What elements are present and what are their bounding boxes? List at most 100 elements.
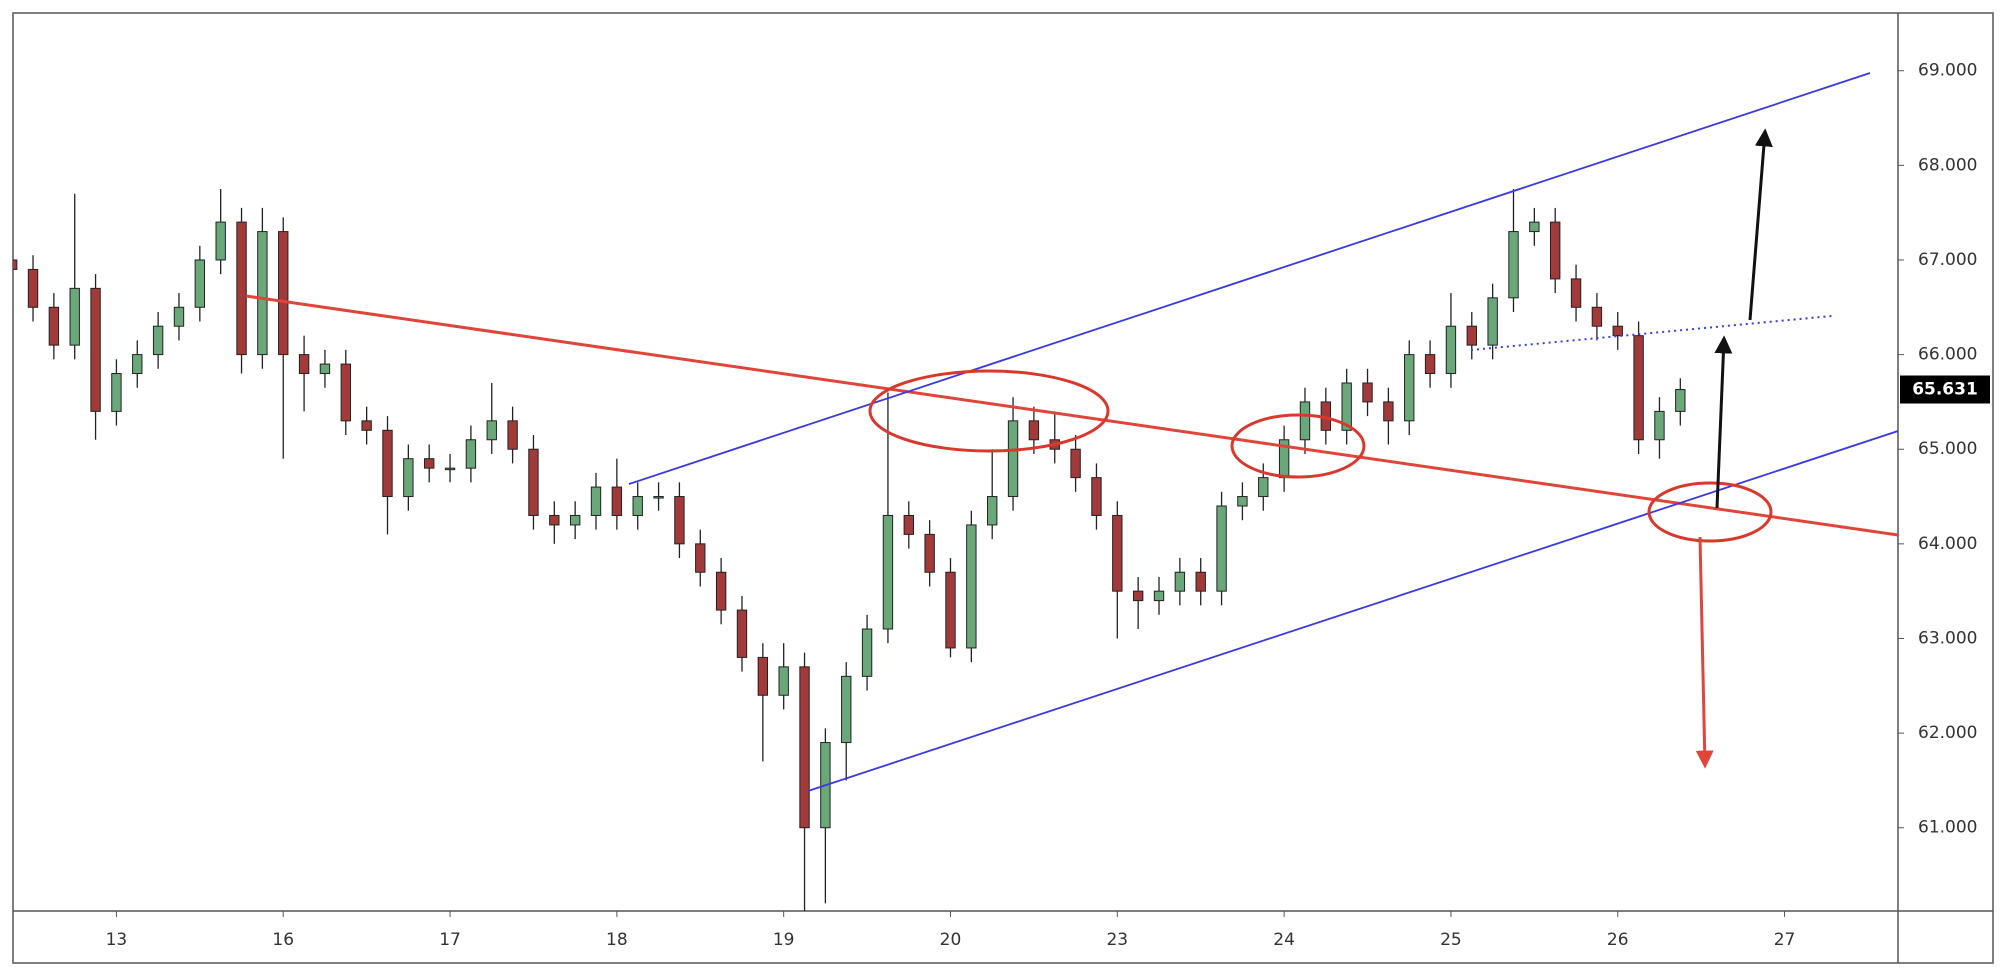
candle-body: [215, 221, 226, 261]
candle-body: [632, 496, 643, 516]
candle-body: [799, 666, 810, 829]
highlight-ellipse: [1230, 413, 1366, 479]
candle-body: [298, 354, 310, 375]
candle-body: [1487, 297, 1498, 346]
candle-body: [549, 514, 560, 526]
candle-body: [1654, 410, 1665, 441]
trendline-red: [245, 294, 1898, 537]
candle-body: [966, 524, 977, 649]
candle-body: [152, 325, 164, 356]
highlight-ellipse: [868, 369, 1110, 453]
x-tick-label: 18: [606, 930, 628, 950]
x-tick-label: 26: [1607, 930, 1629, 950]
candle-body: [1258, 477, 1269, 498]
annotations: [245, 72, 1898, 792]
x-tick-label: 23: [1106, 930, 1128, 950]
candle-body: [13, 259, 18, 270]
candle-body: [736, 609, 748, 658]
candle-body: [528, 448, 539, 516]
candle-body: [236, 221, 247, 356]
candle-body: [1341, 382, 1352, 431]
candle-body: [1612, 325, 1623, 337]
candle-body: [903, 514, 914, 535]
candle-body: [945, 571, 956, 649]
candle-body: [1466, 325, 1477, 346]
candle-body: [1445, 325, 1457, 375]
candle-body: [1508, 231, 1519, 299]
y-tick-label: 66.000: [1918, 345, 1977, 365]
candle-body: [1633, 335, 1644, 441]
last-price-box: [1900, 375, 1990, 404]
candle-body: [173, 306, 185, 327]
last-price-label: 65.631: [1912, 380, 1978, 400]
x-tick-label: 17: [439, 930, 461, 950]
candle-body: [1153, 590, 1165, 602]
candle-body: [278, 231, 289, 356]
candle-body: [319, 363, 331, 375]
candle-body: [48, 306, 60, 346]
channel-upper: [628, 72, 1871, 485]
candle-body: [69, 287, 80, 346]
candle-body: [27, 268, 39, 308]
candle-body: [611, 486, 623, 516]
x-tick-label: 19: [773, 930, 795, 950]
candle-body: [1007, 420, 1019, 498]
candle-body: [1112, 514, 1123, 592]
candle-body: [1591, 306, 1603, 327]
candle-body: [1091, 477, 1102, 516]
candle-body: [382, 429, 393, 498]
candle-body: [1299, 401, 1311, 441]
candle-body: [132, 354, 143, 375]
candle-body: [424, 458, 435, 469]
x-tick-label: 27: [1774, 930, 1796, 950]
candle-body: [1675, 389, 1686, 412]
y-tick-label: 67.000: [1918, 250, 1977, 270]
x-tick-label: 13: [106, 930, 128, 950]
candle-body: [757, 656, 769, 696]
y-tick-label: 63.000: [1918, 628, 1977, 648]
candle-body: [507, 420, 518, 450]
candle-body: [1570, 278, 1582, 308]
candle-body: [695, 543, 706, 573]
y-tick-label: 69.000: [1918, 61, 1977, 81]
candle-body: [1028, 420, 1040, 441]
candle-body: [882, 514, 894, 630]
candle-body: [1216, 505, 1227, 592]
candle-body: [1424, 354, 1436, 375]
chart-frame: [12, 12, 1994, 964]
candle-body: [403, 458, 414, 498]
candle-body: [987, 496, 998, 526]
candle-body: [1550, 221, 1561, 280]
candle-body: [1070, 448, 1081, 479]
candles: [13, 189, 1686, 911]
candle-body: [715, 571, 727, 611]
candle-body: [1529, 221, 1540, 233]
candle-body: [653, 496, 664, 499]
candle-body: [861, 628, 873, 677]
candle-body: [90, 287, 101, 412]
arrow-down: [1695, 536, 1714, 769]
y-tick-label: 64.000: [1918, 534, 1977, 554]
candle-body: [361, 420, 372, 431]
candle-body: [1195, 571, 1206, 592]
y-tick-label: 62.000: [1918, 723, 1977, 743]
candle-body: [111, 373, 122, 412]
x-tick-label: 25: [1440, 930, 1462, 950]
candle-body: [778, 666, 789, 696]
candle-body: [1362, 382, 1373, 403]
x-tick-label: 20: [940, 930, 962, 950]
highlight-ellipse: [1647, 481, 1773, 543]
candle-body: [444, 467, 456, 471]
candle-body: [674, 496, 685, 545]
x-tick-label: 24: [1273, 930, 1295, 950]
candle-body: [257, 231, 268, 356]
dotted-level: [1470, 315, 1833, 351]
candle-body: [465, 439, 477, 469]
y-tick-label: 65.000: [1918, 439, 1977, 459]
candle-body: [194, 259, 206, 308]
x-tick-label: 16: [272, 930, 294, 950]
candle-body: [1383, 401, 1394, 422]
candle-body: [924, 533, 935, 573]
arrow-up: [1714, 335, 1733, 509]
